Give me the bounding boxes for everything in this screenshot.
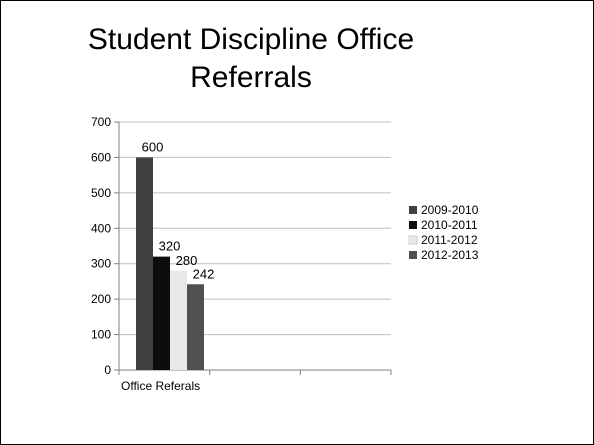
slide-title: Student Discipline Office Referrals [61, 21, 441, 97]
data-label: 242 [193, 266, 215, 281]
y-tick-label: 400 [91, 221, 111, 235]
legend-swatch [409, 251, 417, 259]
y-tick-label: 100 [91, 328, 111, 342]
y-tick-label: 700 [91, 115, 111, 129]
bar-2010-2011 [153, 256, 170, 370]
y-tick-label: 0 [104, 363, 111, 377]
data-label: 280 [176, 253, 198, 268]
data-label: 320 [159, 239, 181, 254]
x-category-label: Office Referals [121, 379, 200, 393]
legend-label: 2010-2011 [421, 218, 478, 232]
legend-swatch [409, 206, 417, 214]
legend-swatch [409, 221, 417, 229]
slide-title-line-2: Referrals [190, 61, 312, 94]
legend-swatch [408, 235, 418, 245]
legend-label: 2012-2013 [421, 248, 479, 262]
legend-label: 2009-2010 [421, 203, 479, 217]
data-label: 600 [142, 139, 164, 154]
bar-2012-2013 [187, 284, 204, 370]
bar-2011-2012 [170, 270, 187, 370]
slide-title-line-1: Student Discipline Office [87, 23, 415, 56]
legend-label: 2011-2012 [421, 233, 478, 247]
y-tick-label: 500 [91, 186, 111, 200]
y-tick-label: 300 [91, 257, 111, 271]
y-tick-label: 200 [91, 292, 111, 306]
bar-2009-2010 [136, 157, 153, 370]
y-tick-label: 600 [91, 150, 111, 164]
